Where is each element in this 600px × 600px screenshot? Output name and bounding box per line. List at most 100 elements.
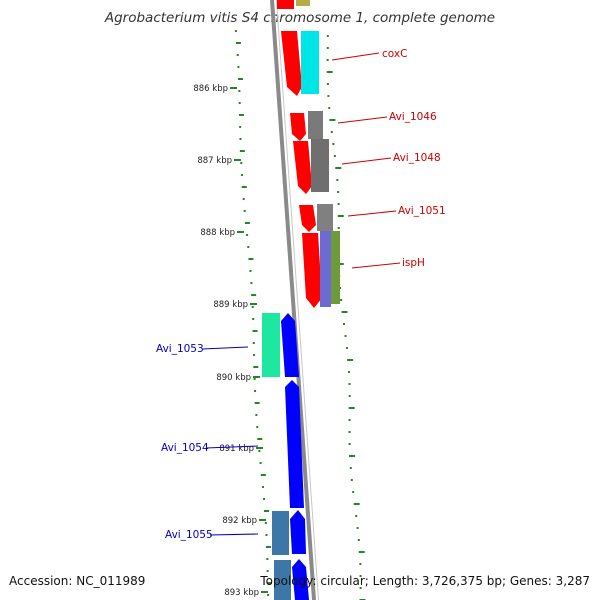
- gene-avi1046-feature: [308, 111, 323, 139]
- gene-label-ispH: ispH: [402, 257, 425, 269]
- leader-ispH: [351, 262, 401, 269]
- gc-dot: [332, 143, 335, 145]
- backbone-line-inner: [276, 0, 319, 600]
- gc-dot: [326, 35, 329, 37]
- tick-label: 886 kbp: [193, 84, 228, 94]
- gc-dot: [345, 347, 348, 349]
- gc-dot: [253, 354, 256, 356]
- gc-dot: [348, 431, 351, 433]
- gc-dot: [266, 570, 269, 572]
- gc-dot: [326, 47, 329, 49]
- gc-dot: [265, 546, 271, 548]
- gc-dot: [329, 119, 336, 121]
- tick-label: 893 kbp: [224, 588, 259, 598]
- gc-dot: [251, 294, 257, 296]
- gene-label-avi1048: Avi_1048: [393, 152, 441, 164]
- gc-dot: [266, 558, 269, 560]
- gc-dot: [348, 443, 351, 445]
- gc-dot: [264, 522, 267, 524]
- backbone-line: [270, 0, 316, 600]
- gc-dot: [333, 155, 336, 157]
- gc-dot: [252, 330, 258, 332]
- gene-avi1051-feature: [317, 204, 333, 231]
- tick-label: 891 kbp: [219, 444, 254, 454]
- gc-dot: [359, 587, 362, 589]
- gc-dot: [256, 426, 259, 428]
- gc-dot: [254, 402, 260, 404]
- gc-dot: [336, 179, 339, 181]
- leader-avi1046: [337, 116, 388, 124]
- gene-label-coxC: coxC: [382, 48, 407, 60]
- gene-avi1046-cds: [290, 113, 306, 141]
- gc-dot: [251, 306, 254, 308]
- gc-dot: [350, 479, 353, 481]
- gc-dot: [237, 66, 240, 68]
- gc-dot: [353, 503, 360, 505]
- gene-avi1055-feature: [272, 511, 289, 555]
- gc-dot: [239, 150, 245, 152]
- gc-dot: [337, 203, 340, 205]
- gc-dot: [255, 414, 258, 416]
- map-title: Agrobacterium vitis S4 chromosome 1, com…: [104, 10, 496, 26]
- gc-dot: [242, 198, 245, 200]
- gc-dot: [252, 318, 255, 320]
- gc-dot: [250, 282, 253, 284]
- gc-dot: [337, 215, 344, 217]
- gc-dot: [343, 323, 346, 325]
- gc-dot: [348, 383, 351, 385]
- gc-dot: [344, 335, 347, 337]
- leader-coxC: [331, 52, 380, 61]
- accession-text: Accession: NC_011989: [9, 574, 146, 588]
- gc-dot: [238, 114, 244, 116]
- gc-dot: [330, 131, 333, 133]
- leader-avi1055: [209, 533, 259, 536]
- leader-avi1053: [201, 346, 249, 350]
- gene-coxC-cds: [281, 31, 302, 96]
- gc-dot: [328, 107, 331, 109]
- gc-dot: [248, 258, 254, 260]
- gene-fragment-blue-bottom: [292, 559, 309, 600]
- gene-avi1048-feature: [311, 139, 329, 192]
- gene-fragment-red-top: [277, 0, 294, 9]
- gc-dot: [340, 299, 343, 301]
- tick-label: 889 kbp: [213, 300, 248, 310]
- gc-dot: [234, 30, 237, 32]
- gc-dot: [347, 359, 354, 361]
- leader-avi1051: [347, 210, 397, 217]
- gc-dot: [348, 419, 351, 421]
- gc-dot: [347, 371, 350, 373]
- gc-dot: [348, 407, 355, 409]
- gc-dot: [337, 227, 340, 229]
- gc-dot: [359, 575, 362, 577]
- gc-dot: [337, 191, 340, 193]
- gc-dot: [238, 90, 241, 92]
- tick-label: 888 kbp: [200, 228, 235, 238]
- gc-dot: [356, 527, 359, 529]
- gc-dot: [236, 54, 239, 56]
- leader-avi1054: [205, 445, 259, 449]
- gc-dot: [355, 515, 358, 517]
- gc-dot: [238, 102, 241, 104]
- gc-dot: [349, 455, 356, 457]
- gc-dot: [240, 162, 243, 164]
- gc-dot: [326, 59, 329, 61]
- gc-dot: [266, 582, 272, 584]
- gc-dot: [253, 366, 259, 368]
- gc-dot: [264, 510, 270, 512]
- gene-ispH-feature-a: [320, 231, 331, 307]
- gc-dot: [259, 462, 262, 464]
- gc-dot: [253, 378, 256, 380]
- gene-avi1055-cds: [290, 510, 306, 554]
- gc-dot: [254, 390, 257, 392]
- gc-dot: [263, 498, 266, 500]
- gene-ispH-cds: [302, 233, 322, 308]
- gene-ispH-feature-b: [331, 231, 340, 304]
- gc-dot: [241, 186, 247, 188]
- gene-fragment-olive-top: [296, 0, 310, 6]
- gene-label-avi1046: Avi_1046: [389, 111, 437, 123]
- genome-summary-text: Topology: circular; Length: 3,726,375 bp…: [260, 574, 590, 588]
- gc-dot: [357, 539, 360, 541]
- gc-dot: [240, 174, 243, 176]
- gc-dot: [341, 311, 348, 313]
